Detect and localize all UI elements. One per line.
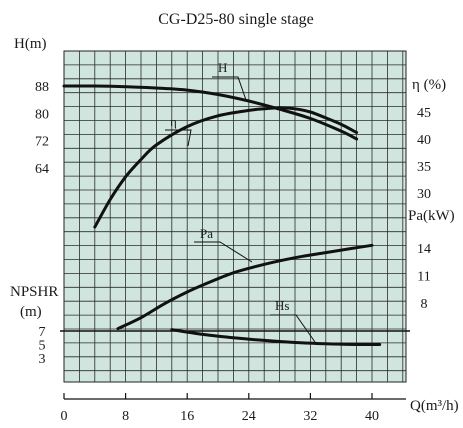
series-leader-hs — [270, 314, 316, 343]
series-leader-eta — [165, 129, 192, 147]
x-tick-label: 0 — [61, 409, 68, 424]
plot-background — [63, 50, 407, 383]
npshr-axis-unit: (m) — [20, 304, 42, 320]
series-label-eta: η — [170, 114, 177, 129]
npshr-axis-label: NPSHR — [10, 284, 58, 300]
power-tick-label: 14 — [417, 242, 431, 257]
series-labels: Hη Pa Hs — [165, 60, 316, 343]
efficiency-tick-label: 30 — [417, 187, 431, 202]
efficiency-tick-label: 45 — [417, 106, 431, 121]
x-tick-label: 40 — [365, 409, 379, 424]
x-tick-label: 32 — [303, 409, 317, 424]
head-tick-label: 64 — [35, 162, 49, 177]
x-axis-label: Q(m³/h) — [410, 398, 459, 414]
x-tick-label: 16 — [180, 409, 194, 424]
efficiency-tick-label: 40 — [417, 133, 431, 148]
head-tick-label: 88 — [35, 80, 49, 95]
head-tick-label: 72 — [35, 135, 49, 150]
power-axis-label: Pa(kW) — [408, 208, 455, 224]
x-tick-label: 8 — [122, 409, 129, 424]
series-label-h: H — [218, 60, 227, 75]
chart-title: CG-D25-80 single stage — [158, 11, 314, 28]
npshr-tick-label: 5 — [39, 339, 46, 354]
series-line-pa — [116, 243, 374, 331]
grid-lines — [60, 51, 410, 382]
power-tick-label: 8 — [421, 297, 428, 312]
series-leader-pa — [194, 241, 253, 263]
efficiency-axis-label: η (%) — [412, 77, 446, 93]
head-axis-label: H(m) — [14, 36, 47, 52]
data-series — [62, 84, 382, 347]
series-label-hs: Hs — [275, 298, 289, 313]
npshr-tick-label: 7 — [39, 325, 46, 340]
head-tick-label: 80 — [35, 107, 49, 122]
series-leader-h — [212, 76, 247, 101]
efficiency-tick-label: 35 — [417, 160, 431, 175]
series-line-eta — [93, 106, 359, 229]
x-tick-label: 24 — [242, 409, 256, 424]
series-line-hs — [170, 328, 382, 347]
series-line-h — [62, 84, 359, 141]
series-label-pa: Pa — [200, 226, 213, 241]
power-tick-label: 11 — [417, 270, 430, 285]
npshr-tick-label: 3 — [39, 352, 46, 367]
